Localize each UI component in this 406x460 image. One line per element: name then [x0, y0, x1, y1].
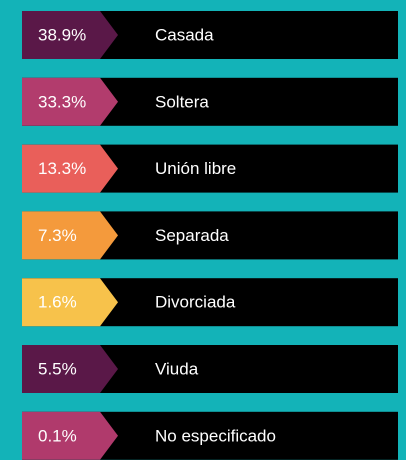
percent-chevron	[22, 211, 118, 260]
percent-chevron	[22, 411, 118, 460]
status-label: Viuda	[155, 359, 199, 378]
percent-label: 33.3%	[38, 92, 86, 111]
status-label: No especificado	[155, 426, 276, 445]
percent-chevron	[22, 345, 118, 393]
percent-chevron	[22, 77, 118, 126]
status-label: Separada	[155, 226, 229, 245]
percent-label: 1.6%	[38, 293, 77, 312]
percent-label: 5.5%	[38, 359, 77, 378]
percent-chevron	[22, 11, 118, 59]
status-label: Soltera	[155, 92, 209, 111]
status-label: Divorciada	[155, 293, 236, 312]
percent-label: 13.3%	[38, 159, 86, 178]
percent-chevron	[22, 144, 118, 193]
percent-label: 38.9%	[38, 25, 86, 44]
percent-chevron	[22, 278, 118, 327]
status-label: Unión libre	[155, 159, 236, 178]
percent-label: 0.1%	[38, 426, 77, 445]
percent-label: 7.3%	[38, 226, 77, 245]
status-label: Casada	[155, 25, 214, 44]
